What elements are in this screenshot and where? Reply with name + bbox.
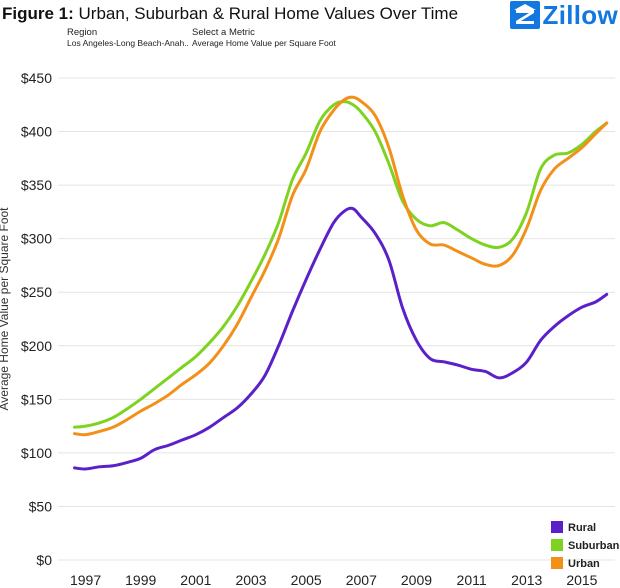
y-tick-label: $350: [21, 177, 52, 193]
x-tick-label: 2005: [291, 572, 322, 588]
metric-value[interactable]: Average Home Value per Square Foot: [192, 38, 336, 48]
region-control[interactable]: Region Los Angeles-Long Beach-Anah..: [67, 27, 189, 49]
x-tick-label: 2013: [511, 572, 542, 588]
y-tick-label: $200: [21, 338, 52, 354]
region-label: Region: [67, 27, 98, 38]
legend-swatch-urban: [551, 557, 563, 569]
series-lines: [73, 95, 609, 471]
y-tick-label: $450: [21, 70, 52, 86]
x-tick-label: 1997: [70, 572, 101, 588]
y-tick-label: $0: [36, 552, 52, 568]
y-tick-label: $400: [21, 124, 52, 140]
metric-control[interactable]: Select a Metric Average Home Value per S…: [192, 27, 336, 49]
zillow-logo-text: Zillow: [542, 0, 618, 30]
zillow-logo-icon: [509, 1, 540, 29]
x-tick-label: 2007: [346, 572, 377, 588]
metric-label: Select a Metric: [192, 27, 255, 38]
figure-label: Figure 1:: [2, 4, 74, 23]
legend-label-urban[interactable]: Urban: [568, 558, 600, 570]
series-line-rural: [73, 206, 609, 471]
x-tick-label: 2003: [235, 572, 266, 588]
x-tick-label: 2011: [457, 572, 487, 588]
y-tick-label: $50: [29, 498, 53, 514]
x-tick-label: 2001: [180, 572, 211, 588]
chart-title: Figure 1: Urban, Suburban & Rural Home V…: [2, 4, 458, 24]
y-tick-label: $300: [21, 231, 52, 247]
x-tick-label: 1999: [125, 572, 156, 588]
y-tick-label: $250: [21, 284, 52, 300]
y-axis-ticks: $0 $50 $100 $150 $200 $250 $300 $350 $400 $450: [21, 70, 52, 568]
legend-swatch-rural: [551, 521, 563, 533]
region-value[interactable]: Los Angeles-Long Beach-Anah..: [67, 38, 189, 48]
zillow-logo: Zillow: [509, 0, 618, 30]
y-tick-label: $100: [21, 445, 52, 461]
series-line-suburban: [73, 100, 609, 429]
y-tick-label: $150: [21, 391, 52, 407]
x-tick-label: 2009: [401, 572, 432, 588]
legend[interactable]: Rural Suburban Urban: [551, 521, 620, 570]
x-tick-label: 2015: [566, 572, 597, 588]
title-text: Urban, Suburban & Rural Home Values Over…: [73, 4, 459, 23]
x-axis-ticks: 1997 1999 2001 2003 2005 2007 2009 2011 2013 2015: [70, 572, 598, 588]
legend-swatch-suburban: [551, 539, 563, 551]
y-axis-label: Average Home Value per Square Foot: [0, 207, 11, 411]
legend-label-rural[interactable]: Rural: [568, 522, 596, 534]
legend-label-suburban[interactable]: Suburban: [568, 540, 620, 552]
series-line-urban: [73, 95, 609, 437]
grid-lines: [58, 77, 615, 561]
